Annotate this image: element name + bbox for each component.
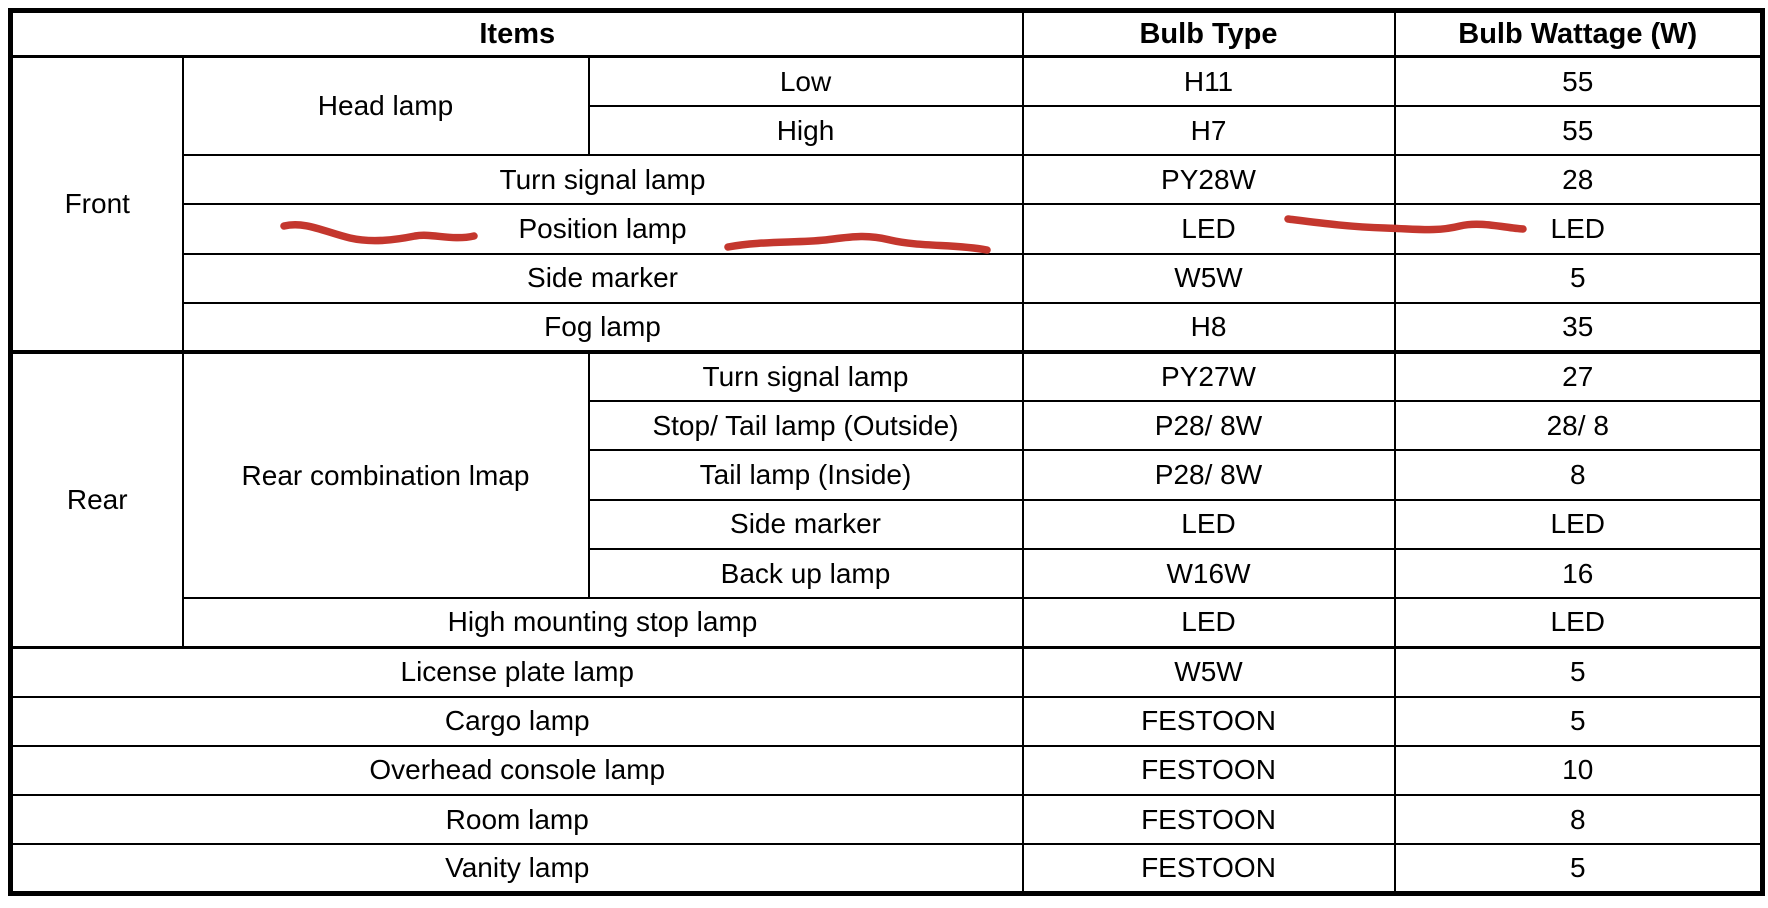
wattage-cell: 8 [1393, 793, 1764, 846]
bulb-type-cell: P28/ 8W [1021, 400, 1396, 452]
wattage-cell: 5 [1393, 252, 1764, 304]
bulb-type-cell: FESTOON [1021, 793, 1396, 846]
wattage-cell: LED [1393, 203, 1764, 255]
header-bulb-wattage: Bulb Wattage (W) [1393, 9, 1764, 59]
table-row-room-lamp: Room lamp FESTOON 8 [9, 793, 1764, 846]
wattage-cell: 5 [1393, 646, 1764, 698]
wattage-cell: 5 [1393, 843, 1764, 895]
wattage-cell: 55 [1393, 55, 1764, 107]
table-row-rear-turn-signal: Rear Rear combination lmap Turn signal l… [9, 351, 1764, 649]
wattage-cell: 55 [1393, 104, 1764, 157]
group-cell-rear: Rear [9, 351, 184, 649]
item-cell: Room lamp [9, 793, 1024, 846]
item-cell: Side marker [587, 498, 1024, 550]
group-cell-front: Front [9, 55, 184, 355]
item-cell: Turn signal lamp [587, 351, 1024, 403]
table-row-front-turn-signal: Turn signal lamp PY28W 28 [11, 154, 1764, 206]
item-cell: Low [587, 55, 1024, 107]
table-row-headlamp-low: Front Head lamp Low H11 55 [9, 55, 1764, 355]
wattage-cell: LED [1393, 498, 1764, 550]
group-cell-head-lamp: Head lamp [181, 55, 590, 157]
item-cell: Cargo lamp [9, 695, 1024, 747]
wattage-cell: 10 [1393, 744, 1764, 796]
table-row-stop-tail-outside: Stop/ Tail lamp (Outside) P28/ 8W 28/ 8 [11, 400, 1764, 452]
table-row-overhead-console-lamp: Overhead console lamp FESTOON 10 [9, 744, 1764, 796]
table-row-fog-lamp: Fog lamp H8 35 [11, 301, 1764, 355]
wattage-cell: 5 [1393, 695, 1764, 747]
bulb-type-cell: PY28W [1021, 154, 1396, 206]
wattage-cell: 28 [1393, 154, 1764, 206]
wattage-cell: 8 [1393, 449, 1764, 501]
table-row-cargo-lamp: Cargo lamp FESTOON 5 [9, 695, 1764, 747]
item-cell: High mounting stop lamp [181, 597, 1024, 649]
table-row-high-mounting-stop: High mounting stop lamp LED LED [11, 597, 1764, 649]
bulb-type-cell: FESTOON [1021, 843, 1396, 895]
item-cell: Stop/ Tail lamp (Outside) [587, 400, 1024, 452]
header-bulb-type: Bulb Type [1021, 9, 1396, 59]
bulb-type-cell: P28/ 8W [1021, 449, 1396, 501]
item-cell: License plate lamp [9, 646, 1024, 698]
bulb-type-cell: LED [1021, 597, 1396, 649]
item-cell: Turn signal lamp [181, 154, 1024, 206]
bulb-type-cell: FESTOON [1021, 695, 1396, 747]
bulb-type-cell: LED [1021, 498, 1396, 550]
bulb-type-cell: FESTOON [1021, 744, 1396, 796]
bulb-type-cell: LED [1021, 203, 1396, 255]
bulb-type-cell: H7 [1021, 104, 1396, 157]
table-row-license-plate-lamp: License plate lamp W5W 5 [9, 646, 1764, 698]
wattage-cell: LED [1393, 597, 1764, 649]
table-row-front-side-marker: Side marker W5W 5 [11, 252, 1764, 304]
table-header-row: Items Bulb Type Bulb Wattage (W) [9, 9, 1764, 59]
wattage-cell: 35 [1393, 301, 1764, 355]
table-row-rear-side-marker: Side marker LED LED [11, 498, 1764, 550]
item-cell: Back up lamp [587, 547, 1024, 600]
item-cell-position-lamp: Position lamp [181, 203, 1024, 255]
bulb-type-cell: PY27W [1021, 351, 1396, 403]
item-cell: Vanity lamp [9, 843, 1024, 895]
wattage-cell: 27 [1393, 351, 1764, 403]
table-row-tail-inside: Tail lamp (Inside) P28/ 8W 8 [11, 449, 1764, 501]
header-items: Items [9, 9, 1024, 59]
item-cell: High [587, 104, 1024, 157]
bulb-type-cell: H11 [1021, 55, 1396, 107]
bulb-type-cell: W5W [1021, 252, 1396, 304]
wattage-cell: 28/ 8 [1393, 400, 1764, 452]
bulb-type-cell: W5W [1021, 646, 1396, 698]
table-row-headlamp-high: High H7 55 [11, 104, 1764, 157]
bulb-specification-table: Items Bulb Type Bulb Wattage (W) Front H… [8, 8, 1765, 896]
bulb-type-cell: W16W [1021, 547, 1396, 600]
bulb-type-cell: H8 [1021, 301, 1396, 355]
item-cell: Overhead console lamp [9, 744, 1024, 796]
table-row-back-up-lamp: Back up lamp W16W 16 [11, 547, 1764, 600]
group-cell-rear-combination: Rear combination lmap [181, 351, 590, 600]
table-row-position-lamp: Position lamp LED LED [11, 203, 1764, 255]
item-cell: Fog lamp [181, 301, 1024, 355]
table-row-vanity-lamp: Vanity lamp FESTOON 5 [9, 843, 1764, 895]
wattage-cell: 16 [1393, 547, 1764, 600]
item-cell: Side marker [181, 252, 1024, 304]
item-cell: Tail lamp (Inside) [587, 449, 1024, 501]
